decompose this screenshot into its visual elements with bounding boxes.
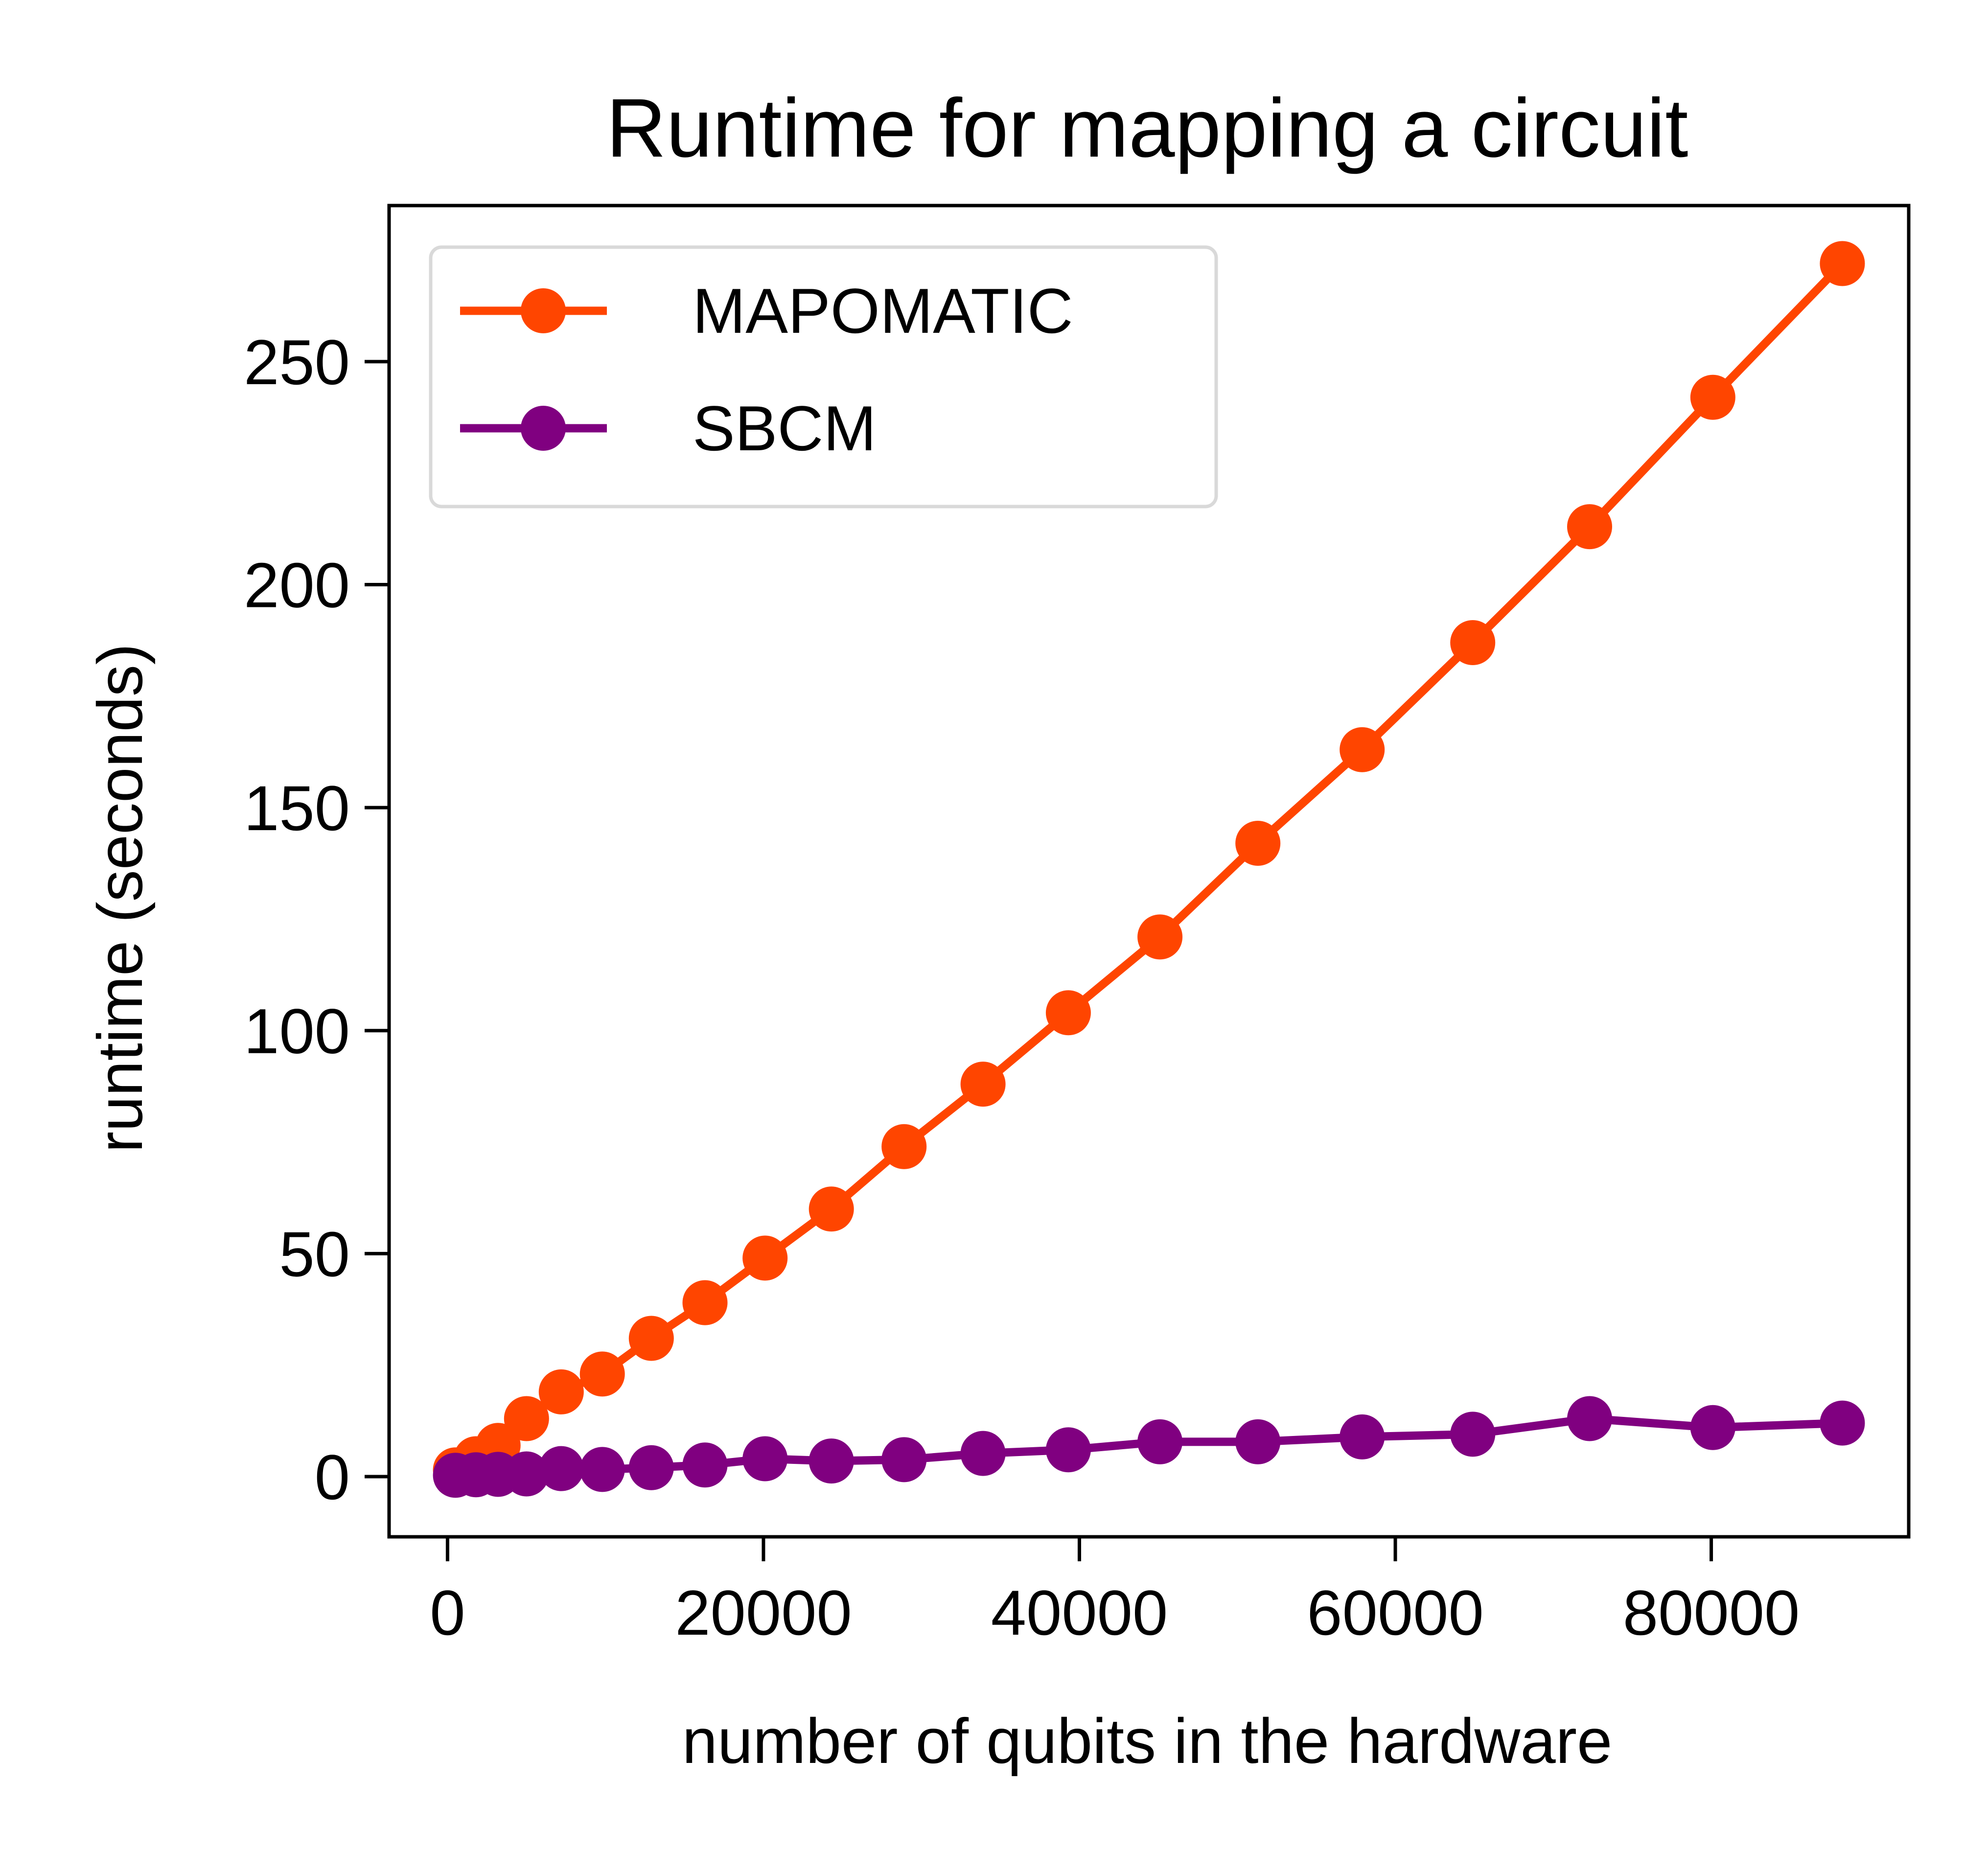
data-point-1-17 bbox=[1567, 1396, 1612, 1441]
data-point-1-7 bbox=[682, 1442, 728, 1488]
data-point-0-19 bbox=[1820, 241, 1865, 286]
y-tick-label-3: 150 bbox=[244, 772, 350, 844]
series-0 bbox=[433, 241, 1865, 1493]
y-tick-label-1: 50 bbox=[279, 1218, 350, 1290]
plot-frame bbox=[387, 204, 1911, 1539]
data-point-0-13 bbox=[1137, 914, 1183, 960]
legend-label-0: MAPOMATIC bbox=[693, 275, 1073, 347]
data-point-1-3 bbox=[504, 1451, 549, 1497]
series-1 bbox=[433, 1396, 1865, 1498]
data-point-0-14 bbox=[1235, 821, 1281, 866]
data-point-1-10 bbox=[881, 1437, 927, 1482]
y-tick-label-4: 200 bbox=[244, 550, 350, 621]
data-point-1-11 bbox=[960, 1431, 1006, 1476]
data-point-0-10 bbox=[881, 1124, 927, 1169]
legend-marker-1 bbox=[521, 406, 566, 451]
x-tick-label-0: 0 bbox=[430, 1577, 465, 1648]
data-point-1-6 bbox=[628, 1445, 674, 1490]
legend-box bbox=[429, 245, 1218, 509]
legend-entry-0: MAPOMATIC bbox=[460, 275, 1073, 347]
data-point-1-4 bbox=[538, 1446, 584, 1491]
data-point-0-6 bbox=[628, 1316, 674, 1361]
data-point-0-18 bbox=[1690, 374, 1735, 420]
data-point-1-16 bbox=[1450, 1412, 1496, 1457]
x-tick-label-3: 60000 bbox=[1307, 1577, 1484, 1648]
legend-marker-0 bbox=[521, 288, 566, 333]
data-point-0-7 bbox=[682, 1280, 728, 1325]
data-point-1-9 bbox=[809, 1438, 854, 1484]
legend-label-1: SBCM bbox=[693, 393, 877, 464]
data-point-0-3 bbox=[504, 1396, 549, 1441]
x-tick-label-2: 40000 bbox=[991, 1577, 1168, 1648]
x-axis-label: number of qubits in the hardware bbox=[682, 1705, 1613, 1777]
data-point-0-5 bbox=[579, 1351, 625, 1397]
axes-layer: 0 20000 40000 60000 80000 0 50 100 150 200 250 bbox=[244, 204, 1911, 1648]
data-point-1-13 bbox=[1137, 1419, 1183, 1464]
data-point-0-4 bbox=[538, 1369, 584, 1414]
series-layer bbox=[433, 241, 1865, 1498]
x-tick-label-4: 80000 bbox=[1623, 1577, 1800, 1648]
data-point-0-8 bbox=[742, 1235, 788, 1281]
y-tick-label-0: 0 bbox=[315, 1441, 350, 1513]
data-point-1-18 bbox=[1690, 1405, 1735, 1450]
data-point-0-17 bbox=[1567, 504, 1612, 550]
data-point-1-5 bbox=[579, 1447, 625, 1492]
y-tick-label-2: 100 bbox=[244, 995, 350, 1067]
y-tick-label-5: 250 bbox=[244, 326, 350, 398]
data-point-1-12 bbox=[1045, 1427, 1091, 1473]
data-point-0-12 bbox=[1045, 990, 1091, 1036]
chart-title: Runtime for mapping a circuit bbox=[606, 82, 1688, 175]
data-point-0-11 bbox=[960, 1062, 1006, 1107]
legend: MAPOMATIC SBCM bbox=[429, 245, 1218, 509]
data-point-1-19 bbox=[1820, 1400, 1865, 1446]
y-axis-label: runtime (seconds) bbox=[84, 644, 156, 1153]
data-point-1-14 bbox=[1235, 1419, 1281, 1464]
data-point-0-15 bbox=[1340, 727, 1385, 772]
legend-entry-1: SBCM bbox=[460, 393, 877, 464]
data-point-1-15 bbox=[1340, 1414, 1385, 1459]
data-point-1-8 bbox=[742, 1436, 788, 1482]
data-point-0-9 bbox=[809, 1186, 854, 1232]
x-tick-label-1: 20000 bbox=[675, 1577, 852, 1648]
data-point-0-16 bbox=[1450, 620, 1496, 665]
